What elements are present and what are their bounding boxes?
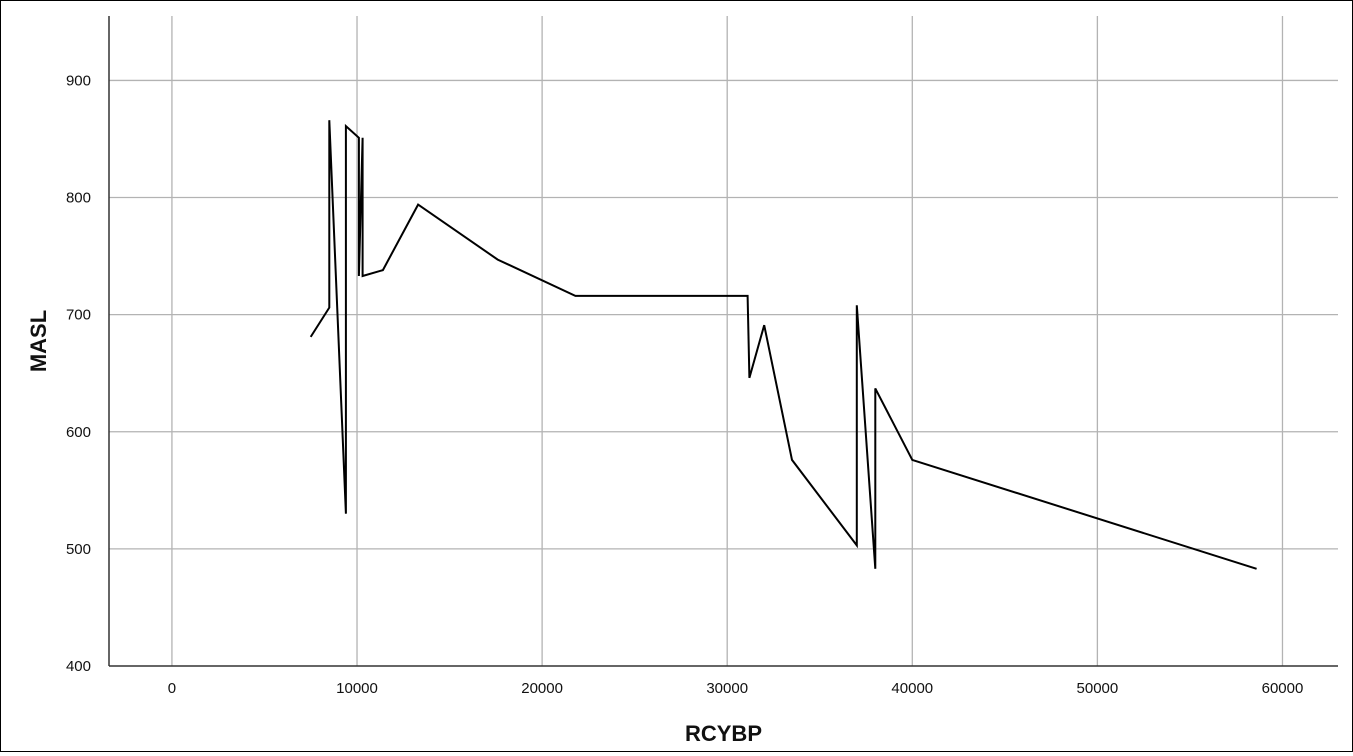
y-tick-label: 900: [66, 72, 91, 89]
y-tick-label: 600: [66, 424, 91, 441]
y-tick-label: 400: [66, 658, 91, 675]
tick-labels: 0 10000 20000 30000 40000 50000 60000 400 500 600…: [66, 72, 1303, 697]
x-tick-label: 0: [168, 680, 176, 697]
axes: [108, 16, 1338, 667]
x-tick-label: 20000: [521, 680, 563, 697]
x-tick-label: 60000: [1262, 680, 1304, 697]
x-tick-label: 50000: [1077, 680, 1119, 697]
y-tick-label: 800: [66, 190, 91, 207]
x-axis-title: RCYBP: [685, 721, 762, 746]
series-lines: [309, 120, 1257, 570]
series-line: [309, 120, 1257, 570]
x-tick-label: 30000: [706, 680, 748, 697]
y-axis-title: MASL: [26, 310, 51, 372]
x-tick-label: 10000: [336, 680, 378, 697]
grid-lines: [109, 16, 1338, 666]
x-tick-label: 40000: [891, 680, 933, 697]
y-tick-label: 700: [66, 307, 91, 324]
y-tick-label: 500: [66, 541, 91, 558]
